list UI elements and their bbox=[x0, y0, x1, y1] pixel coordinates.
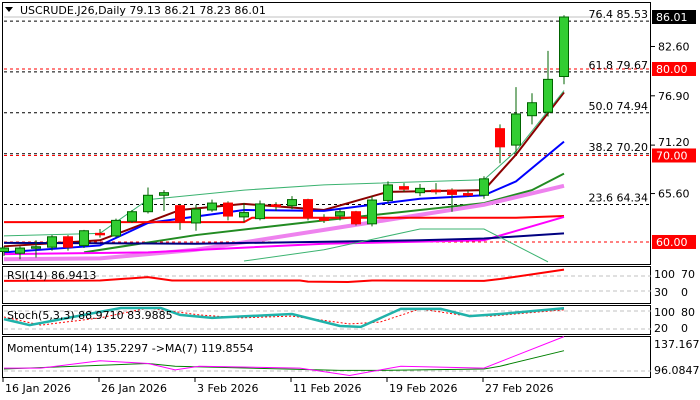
ma-navy-line bbox=[3, 232, 565, 245]
rsi-scale-label: 0 bbox=[681, 286, 688, 299]
price-level-tag: 70.00 bbox=[656, 149, 688, 162]
x-tick-label: 3 Feb 2026 bbox=[197, 382, 258, 395]
candle-bullish[interactable] bbox=[239, 212, 249, 218]
stoch-panel bbox=[2, 305, 651, 335]
main-panel bbox=[2, 2, 651, 265]
candle-bullish[interactable] bbox=[31, 246, 41, 249]
current-price-tag: 86.01 bbox=[656, 11, 688, 24]
candle-bullish[interactable] bbox=[111, 219, 121, 237]
ma-magenta-line bbox=[3, 215, 565, 256]
candle-bearish[interactable] bbox=[175, 205, 185, 223]
rsi-scale-label: 100 bbox=[654, 268, 675, 281]
candle-bullish[interactable] bbox=[559, 16, 569, 78]
price-level-box bbox=[652, 148, 696, 163]
y-tick-label: 76.90 bbox=[658, 90, 690, 103]
candle-bearish[interactable] bbox=[351, 211, 361, 225]
candle-bullish[interactable] bbox=[255, 203, 265, 220]
envelope-lower-line bbox=[243, 228, 549, 263]
candle-bearish[interactable] bbox=[431, 189, 441, 193]
ma-dark-red-line bbox=[3, 91, 565, 248]
candle-bullish[interactable] bbox=[0, 247, 9, 253]
candle-bullish[interactable] bbox=[415, 187, 425, 194]
current-price-box bbox=[652, 10, 696, 24]
y-tick-label: 82.60 bbox=[658, 40, 690, 53]
candle-bullish[interactable] bbox=[511, 113, 521, 146]
rsi-label: RSI(14) 86.9413 bbox=[7, 269, 96, 282]
candle-bearish[interactable] bbox=[95, 232, 105, 236]
candle-bullish[interactable] bbox=[543, 78, 553, 113]
candle-bullish[interactable] bbox=[47, 236, 57, 248]
candle-bullish[interactable] bbox=[527, 102, 537, 117]
momentum-scale-label: 96.0847 bbox=[654, 364, 700, 377]
candle-bearish[interactable] bbox=[303, 199, 313, 219]
rsi-line bbox=[3, 268, 565, 284]
momentum-panel bbox=[2, 336, 651, 378]
candle-bullish[interactable] bbox=[15, 247, 25, 254]
ma-red-line bbox=[4, 215, 565, 224]
fib-level-label: 50.0 74.94 bbox=[589, 100, 648, 113]
fib-level-label: 76.4 85.53 bbox=[589, 8, 648, 21]
stoch-scale-label: 80 bbox=[681, 306, 695, 319]
price-level-box bbox=[652, 234, 696, 249]
candle-bullish[interactable] bbox=[191, 208, 201, 224]
candle-bullish[interactable] bbox=[127, 211, 137, 222]
candle-bullish[interactable] bbox=[159, 192, 169, 196]
stoch-label: Stoch(5,3,3) 88.9710 83.9885 bbox=[7, 309, 173, 322]
momentum-label: Momentum(14) 135.2297 ->MA(7) 119.8554 bbox=[7, 342, 254, 355]
y-tick-label: 71.20 bbox=[658, 136, 690, 149]
candle-bullish[interactable] bbox=[383, 184, 393, 201]
candle-bullish[interactable] bbox=[367, 199, 377, 225]
candle-bearish[interactable] bbox=[223, 202, 233, 217]
stoch-scale-label: 0 bbox=[681, 322, 688, 335]
price-level-box bbox=[652, 61, 696, 76]
candle-bullish[interactable] bbox=[143, 194, 153, 213]
collapse-triangle-icon[interactable] bbox=[5, 7, 13, 12]
candle-bullish[interactable] bbox=[335, 211, 345, 217]
candle-bullish[interactable] bbox=[479, 178, 489, 196]
candle-bearish[interactable] bbox=[319, 217, 329, 221]
candle-bullish[interactable] bbox=[79, 230, 89, 246]
candle-bearish[interactable] bbox=[495, 128, 505, 148]
rsi-panel bbox=[2, 266, 651, 304]
rsi-scale-label: 70 bbox=[681, 268, 695, 281]
ma-green-line bbox=[83, 172, 565, 254]
candle-bullish[interactable] bbox=[207, 202, 217, 211]
stoch-signal-line bbox=[3, 307, 565, 326]
stoch-main-line bbox=[3, 306, 565, 329]
fib-level-label: 23.6 64.34 bbox=[589, 191, 648, 204]
price-level-tag: 80.00 bbox=[656, 63, 688, 76]
x-tick-label: 27 Feb 2026 bbox=[485, 382, 553, 395]
candle-bearish[interactable] bbox=[271, 204, 281, 208]
stoch-scale-label: 100 bbox=[654, 306, 675, 319]
ma-blue-line bbox=[3, 140, 565, 254]
ma-violet-line bbox=[3, 183, 565, 262]
chart-header: USCRUDE.J26,Daily 79.13 86.21 78.23 86.0… bbox=[20, 4, 266, 17]
x-tick-label: 11 Feb 2026 bbox=[293, 382, 361, 395]
momentum-scale-label: 137.167 bbox=[654, 338, 700, 351]
candle-bearish[interactable] bbox=[399, 186, 409, 190]
fib-level-label: 61.8 79.67 bbox=[589, 59, 648, 72]
price-level-tag: 60.00 bbox=[656, 236, 688, 249]
candle-bearish[interactable] bbox=[463, 193, 473, 196]
candle-bullish[interactable] bbox=[287, 199, 297, 207]
candle-bearish[interactable] bbox=[63, 236, 73, 248]
candle-bearish[interactable] bbox=[447, 189, 457, 195]
fib-level-label: 38.2 70.20 bbox=[589, 141, 648, 154]
x-tick-label: 26 Jan 2026 bbox=[101, 382, 167, 395]
y-tick-label: 65.60 bbox=[658, 188, 690, 201]
x-tick-label: 16 Jan 2026 bbox=[5, 382, 71, 395]
rsi-scale-label: 30 bbox=[654, 286, 668, 299]
stoch-scale-label: 20 bbox=[654, 322, 668, 335]
x-tick-label: 19 Feb 2026 bbox=[389, 382, 457, 395]
momentum-ma-line bbox=[3, 350, 565, 371]
momentum-line bbox=[4, 336, 565, 376]
envelope-upper-line bbox=[3, 90, 565, 237]
